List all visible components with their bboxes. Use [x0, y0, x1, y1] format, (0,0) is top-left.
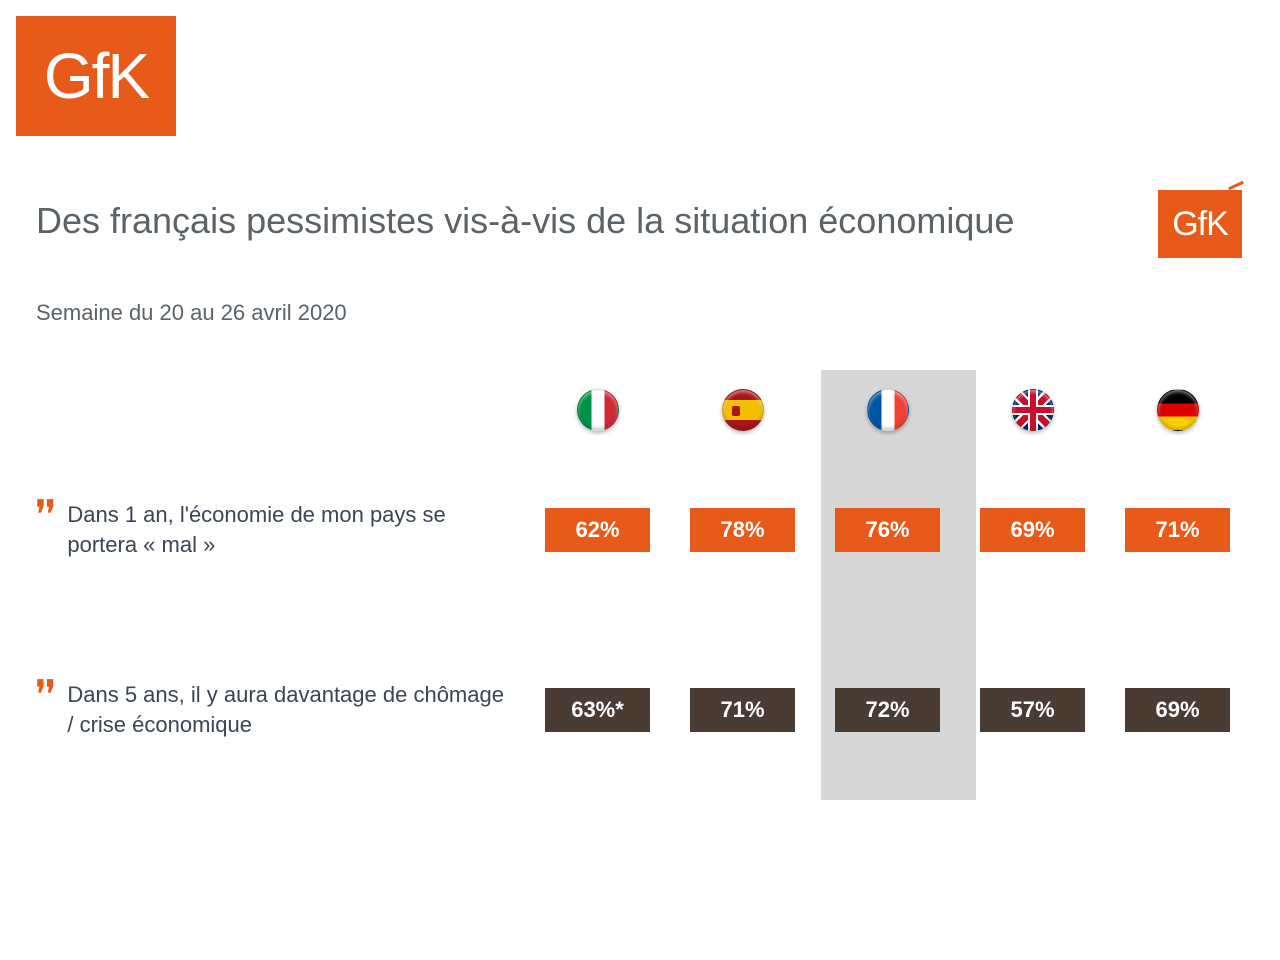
value-cell: 63%*	[525, 688, 670, 732]
row-label-col: ❜❜ Dans 1 an, l'économie de mon pays se p…	[36, 500, 525, 559]
row-label: Dans 1 an, l'économie de mon pays se por…	[67, 500, 505, 559]
flag-es-icon	[722, 389, 764, 431]
flag-it-icon	[577, 389, 619, 431]
flag-uk-icon	[1012, 389, 1054, 431]
data-row: ❜❜ Dans 1 an, l'économie de mon pays se p…	[36, 500, 1250, 560]
page-subtitle: Semaine du 20 au 26 avril 2020	[36, 300, 347, 326]
data-row: ❜❜ Dans 5 ans, il y aura davantage de chô…	[36, 680, 1250, 740]
flag-cell-fr	[815, 389, 960, 431]
value-cell: 71%	[1105, 508, 1250, 552]
flag-fr-icon	[867, 389, 909, 431]
value-box: 69%	[1125, 688, 1230, 732]
value-cell: 69%	[960, 508, 1105, 552]
value-cell: 71%	[670, 688, 815, 732]
flag-de-icon	[1157, 389, 1199, 431]
value-cell: 57%	[960, 688, 1105, 732]
page-title: Des français pessimistes vis-à-vis de la…	[36, 200, 1014, 242]
gfk-logo-large: GfK	[16, 16, 176, 136]
quote-icon: ❜❜	[36, 497, 55, 533]
flag-cell-de	[1105, 389, 1250, 431]
row-value-cells: 62% 78% 76% 69% 71%	[525, 508, 1250, 552]
value-box: 63%*	[545, 688, 650, 732]
value-cell: 62%	[525, 508, 670, 552]
value-box: 78%	[690, 508, 795, 552]
value-box: 76%	[835, 508, 940, 552]
flag-cell-uk	[960, 389, 1105, 431]
value-box: 71%	[690, 688, 795, 732]
value-cell: 69%	[1105, 688, 1250, 732]
row-value-cells: 63%* 71% 72% 57% 69%	[525, 688, 1250, 732]
gfk-logo-text: GfK	[44, 39, 148, 113]
row-label: Dans 5 ans, il y aura davantage de chôma…	[67, 680, 505, 739]
value-box: 72%	[835, 688, 940, 732]
value-box: 62%	[545, 508, 650, 552]
flags-row	[36, 370, 1250, 450]
value-box: 71%	[1125, 508, 1230, 552]
comparison-chart: ❜❜ Dans 1 an, l'économie de mon pays se p…	[36, 370, 1250, 740]
row-label-col: ❜❜ Dans 5 ans, il y aura davantage de chô…	[36, 680, 525, 739]
value-cell: 72%	[815, 688, 960, 732]
gfk-logo-small: GfK	[1158, 190, 1242, 258]
value-cell: 76%	[815, 508, 960, 552]
quote-icon: ❜❜	[36, 677, 55, 713]
flag-cell-it	[525, 389, 670, 431]
flag-cell-es	[670, 389, 815, 431]
value-box: 57%	[980, 688, 1085, 732]
value-box: 69%	[980, 508, 1085, 552]
gfk-logo-small-text: GfK	[1172, 205, 1228, 244]
value-cell: 78%	[670, 508, 815, 552]
flag-cells	[525, 389, 1250, 431]
